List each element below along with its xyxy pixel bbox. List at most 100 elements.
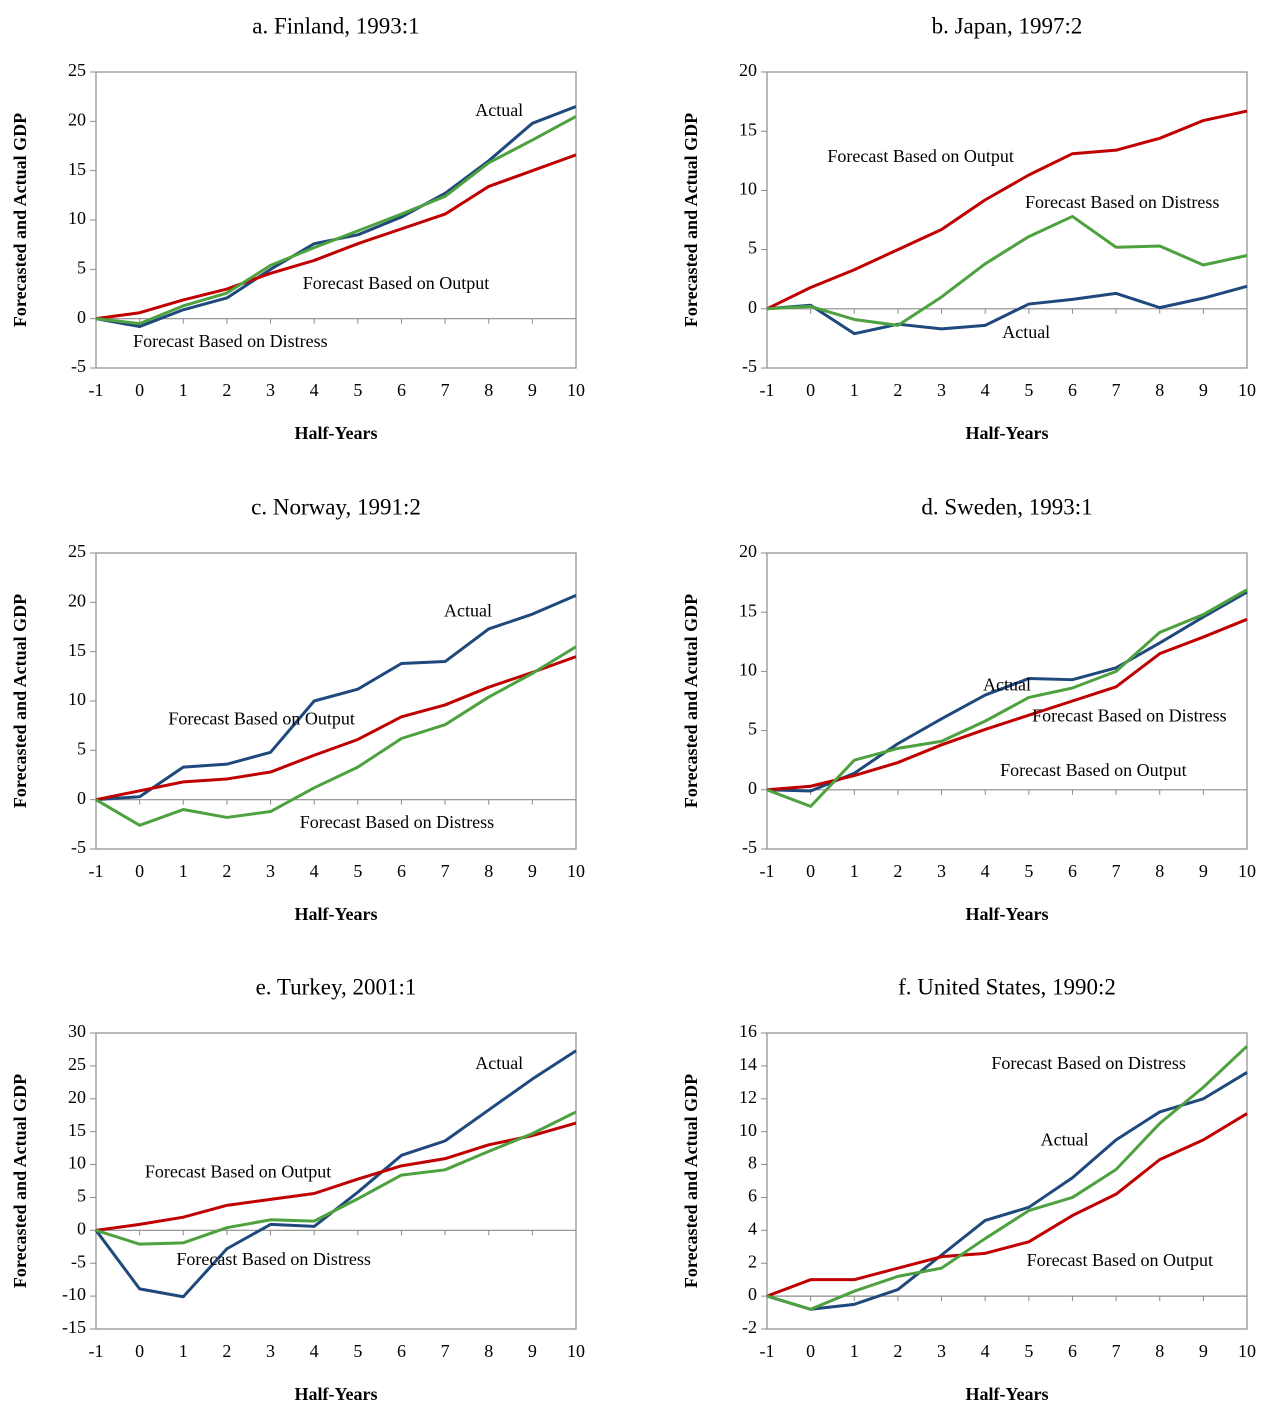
x-tick-label: 0 — [806, 861, 815, 881]
series-line — [766, 1071, 1248, 1311]
x-tick-label: 9 — [1199, 380, 1208, 400]
y-tick-label: -2 — [742, 1317, 757, 1337]
series-label: Forecast Based on Output — [1000, 760, 1186, 780]
x-tick-label: 10 — [1238, 380, 1256, 400]
y-tick-label: 0 — [77, 1218, 86, 1238]
x-tick-label: 4 — [310, 1341, 319, 1361]
x-tick-label: 2 — [222, 380, 231, 400]
x-tick-label: 7 — [441, 1341, 450, 1361]
y-tick-label: 15 — [739, 600, 757, 620]
series-line — [95, 105, 577, 329]
y-tick-label: 4 — [748, 1218, 757, 1238]
y-tick-label: -5 — [742, 837, 757, 857]
x-tick-label: 4 — [981, 861, 990, 881]
y-tick-label: -10 — [62, 1284, 86, 1304]
panel: f. United States, 1990:2-20246810121416-… — [681, 974, 1256, 1404]
x-tick-label: 8 — [1155, 861, 1164, 881]
x-tick-label: 1 — [850, 861, 859, 881]
y-axis-label: Forecasted and Actual GDP — [681, 113, 701, 327]
panel: a. Finland, 1993:1 -5 0 5 10 15 20 25 -1 0 1 2 3 4 5 6 7… — [10, 13, 585, 443]
series-label: Actual — [983, 674, 1031, 694]
series-line — [95, 1121, 577, 1232]
plot-frame — [766, 552, 1248, 850]
series-line — [766, 214, 1248, 327]
x-tick-label: 3 — [937, 861, 946, 881]
x-tick-label: 2 — [893, 861, 902, 881]
x-tick-label: 10 — [567, 380, 585, 400]
y-tick-label: 0 — [748, 297, 757, 317]
y-tick-label: 20 — [68, 109, 86, 129]
x-tick-label: 7 — [1112, 861, 1121, 881]
series-label: Forecast Based on Output — [168, 708, 354, 728]
plot-frame — [95, 552, 577, 850]
x-axis-label: Half-Years — [966, 904, 1049, 924]
y-axis-label: Forecasted and Actual GDP — [10, 1074, 30, 1288]
x-tick-label: 8 — [484, 1341, 493, 1361]
x-tick-label: 10 — [567, 1341, 585, 1361]
y-tick-label: 30 — [68, 1021, 86, 1041]
panel: c. Norway, 1991:2 -5 0 5 10 15 20 25 -1 0 1 2 3 4 5 6 7 8… — [10, 494, 585, 924]
y-tick-label: 14 — [739, 1054, 757, 1074]
y-tick-label: 10 — [68, 208, 86, 228]
x-tick-label: 6 — [397, 861, 406, 881]
x-tick-label: 3 — [266, 861, 275, 881]
x-tick-label: 5 — [1024, 1341, 1033, 1361]
series-label: Forecast Based on Distress — [176, 1249, 370, 1269]
y-tick-label: 25 — [68, 60, 86, 80]
y-tick-label: 25 — [68, 541, 86, 561]
x-tick-label: 3 — [266, 380, 275, 400]
y-tick-label: 2 — [748, 1251, 757, 1271]
x-tick-label: 9 — [528, 861, 537, 881]
x-tick-label: 2 — [893, 1341, 902, 1361]
series-line — [95, 655, 577, 802]
y-tick-label: 10 — [739, 179, 757, 199]
x-axis-label: Half-Years — [966, 1384, 1049, 1404]
x-tick-label: 6 — [1068, 861, 1077, 881]
panel-title: c. Norway, 1991:2 — [251, 494, 421, 519]
series-label: Forecast Based on Output — [145, 1162, 331, 1182]
x-tick-label: 1 — [850, 1341, 859, 1361]
series-label: Actual — [475, 100, 523, 120]
series-label: Forecast Based on Distress — [1032, 705, 1226, 725]
y-tick-label: -5 — [742, 356, 757, 376]
x-tick-label: 4 — [981, 380, 990, 400]
y-tick-label: 5 — [748, 719, 757, 739]
x-tick-label: 4 — [310, 861, 319, 881]
x-axis-label: Half-Years — [295, 1384, 378, 1404]
y-tick-label: 16 — [739, 1021, 757, 1041]
x-tick-label: 5 — [353, 380, 362, 400]
series-label: Forecast Based on Distress — [991, 1053, 1185, 1073]
series-label: Forecast Based on Output — [827, 146, 1013, 166]
x-tick-label: 4 — [310, 380, 319, 400]
x-tick-label: 7 — [441, 861, 450, 881]
x-tick-label: 1 — [179, 380, 188, 400]
x-tick-label: 1 — [179, 1341, 188, 1361]
x-tick-label: 7 — [1112, 1341, 1121, 1361]
x-tick-label: 6 — [1068, 1341, 1077, 1361]
x-tick-label: 10 — [1238, 1341, 1256, 1361]
plot-frame — [766, 71, 1248, 369]
series-line — [95, 1110, 577, 1246]
x-tick-label: 9 — [528, 380, 537, 400]
x-tick-label: 5 — [353, 861, 362, 881]
series-line — [95, 594, 577, 802]
x-axis-label: Half-Years — [295, 423, 378, 443]
series-label: Actual — [1041, 1129, 1089, 1149]
x-tick-label: 9 — [1199, 1341, 1208, 1361]
y-tick-label: 25 — [68, 1054, 86, 1074]
plot-frame — [766, 1032, 1248, 1330]
panel-title: a. Finland, 1993:1 — [252, 13, 419, 38]
x-tick-label: 1 — [179, 861, 188, 881]
x-tick-label: 0 — [135, 861, 144, 881]
y-axis-label: Forecasted and Acutal GDP — [681, 594, 701, 808]
y-tick-label: 10 — [68, 689, 86, 709]
x-tick-label: 0 — [135, 380, 144, 400]
x-tick-label: -1 — [760, 1341, 775, 1361]
y-tick-label: 20 — [68, 590, 86, 610]
x-tick-label: -1 — [89, 861, 104, 881]
x-tick-label: 3 — [266, 1341, 275, 1361]
x-tick-label: 7 — [441, 380, 450, 400]
x-tick-label: 10 — [567, 861, 585, 881]
series-line — [95, 115, 577, 326]
y-tick-label: 0 — [748, 778, 757, 798]
